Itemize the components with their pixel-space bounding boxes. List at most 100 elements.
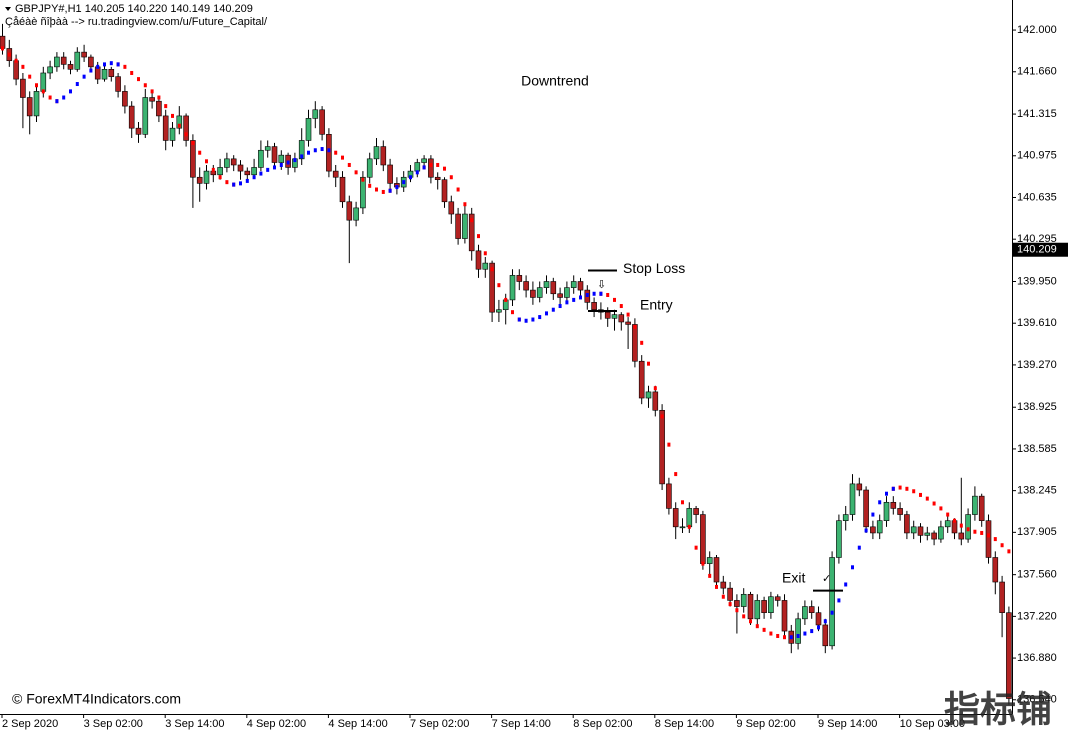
candle-body <box>938 526 944 540</box>
candle-body <box>638 360 645 399</box>
candle-body <box>203 170 210 184</box>
indicator-dot <box>980 530 984 535</box>
indicator-dot <box>252 175 256 180</box>
candle-body <box>88 56 94 68</box>
candle-body <box>516 275 523 282</box>
indicator-dot <box>640 340 644 345</box>
indicator-dot <box>613 297 616 302</box>
indicator-dot <box>409 175 412 180</box>
candle-body <box>353 207 359 221</box>
indicator-dot <box>1000 543 1004 548</box>
y-tick-label: 140.295 <box>1017 233 1057 245</box>
indicator-dot <box>490 267 494 272</box>
x-tick-label: 10 Sep 03:00 <box>900 718 965 730</box>
candle-body <box>781 600 788 632</box>
candle-body <box>999 581 1005 613</box>
indicator-dot <box>912 489 916 494</box>
candle-body <box>26 97 33 117</box>
indicator-dot <box>701 561 705 566</box>
x-tick-label: 3 Sep 14:00 <box>165 718 224 730</box>
candle-body <box>679 526 686 529</box>
candle-body <box>414 162 421 172</box>
indicator-dot <box>810 629 814 634</box>
y-tick-label: 140.635 <box>1017 191 1057 203</box>
candle-body <box>67 64 74 70</box>
candle-body <box>162 115 169 141</box>
candle-body <box>33 91 40 117</box>
candle-body <box>108 69 115 77</box>
candle-body <box>768 596 774 613</box>
x-tick-label: 9 Sep 02:00 <box>736 718 795 730</box>
candle-body <box>700 514 706 564</box>
y-tick-label: 138.585 <box>1017 443 1057 455</box>
indicator-dot <box>606 292 610 297</box>
candle-body <box>176 115 183 129</box>
x-tick-label: 3 Sep 02:00 <box>84 718 143 730</box>
indicator-dot <box>273 165 276 170</box>
indicator-dot <box>524 318 528 323</box>
indicator-dot <box>919 492 922 497</box>
indicator-dot <box>681 500 684 505</box>
candle-body <box>897 508 903 515</box>
indicator-dot <box>334 150 338 155</box>
y-tick-label: 139.610 <box>1017 317 1057 329</box>
indicator-dot <box>211 167 215 172</box>
candle-body <box>305 118 312 141</box>
chart-subtitle: Çåéàè ñîþàà --> ru.tradingview.com/u/Fut… <box>5 16 268 28</box>
candle-body <box>13 60 19 80</box>
candle-body <box>713 557 720 583</box>
candle-body <box>128 105 135 129</box>
indicator-dot <box>647 361 650 366</box>
candle-body <box>815 612 822 626</box>
candle-body <box>570 281 577 288</box>
indicator-dot <box>177 123 181 128</box>
candle-body <box>40 72 47 92</box>
indicator-dot <box>633 324 637 329</box>
indicator-dot <box>307 150 310 155</box>
indicator-dot <box>966 527 970 532</box>
candle-body <box>944 520 951 528</box>
candle-body <box>856 483 863 491</box>
indicator-dot <box>395 185 399 190</box>
indicator-dot <box>558 304 562 309</box>
indicator-dot <box>993 537 997 542</box>
indicator-dot <box>694 545 698 550</box>
indicator-dot <box>749 619 752 624</box>
candle-body <box>652 391 659 411</box>
candle-body <box>115 76 121 92</box>
candle-body <box>366 158 373 178</box>
chart-title: GBPJPY#,H1 140.205 140.220 140.149 140.2… <box>15 3 253 15</box>
candle-body <box>924 532 931 536</box>
indicator-dot <box>225 180 229 185</box>
indicator-dot <box>857 545 861 550</box>
candle-body <box>54 56 60 68</box>
indicator-dot <box>939 506 943 511</box>
candle-body <box>890 501 897 509</box>
candle-body <box>196 176 203 184</box>
indicator-dot <box>973 529 977 534</box>
indicator-dot <box>823 619 827 624</box>
indicator-dot <box>205 159 208 164</box>
exit-check: ✓ <box>822 573 831 585</box>
annotation-label: Exit <box>782 569 805 585</box>
candle-body <box>455 213 461 239</box>
candle-body <box>142 97 149 135</box>
indicator-dot <box>599 291 603 296</box>
candle-body <box>808 606 815 613</box>
candle-body <box>591 302 597 311</box>
candle-body <box>727 587 733 601</box>
indicator-dot <box>361 177 365 182</box>
x-tick-label: 4 Sep 14:00 <box>328 718 387 730</box>
candle-body <box>754 600 761 620</box>
y-tick-label: 137.220 <box>1017 610 1057 622</box>
candle-body <box>387 164 393 184</box>
candle-body <box>931 532 937 540</box>
indicator-dot <box>123 64 127 69</box>
indicator-dot <box>436 162 440 167</box>
candle-body <box>373 146 380 160</box>
indicator-dot <box>232 182 236 187</box>
indicator-dot <box>422 165 426 170</box>
indicator-dot <box>327 148 331 153</box>
indicator-dot <box>1007 549 1011 554</box>
candle-body <box>149 97 155 102</box>
